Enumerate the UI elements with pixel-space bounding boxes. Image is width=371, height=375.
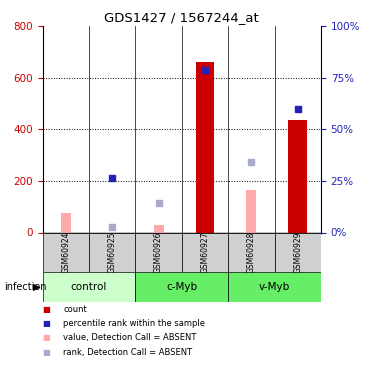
Bar — [135, 272, 228, 302]
Bar — [275, 232, 321, 272]
Text: rank, Detection Call = ABSENT: rank, Detection Call = ABSENT — [63, 348, 192, 357]
Text: count: count — [63, 305, 87, 314]
Text: ■: ■ — [43, 348, 50, 357]
Bar — [246, 190, 256, 232]
Text: control: control — [71, 282, 107, 292]
Text: GSM60929: GSM60929 — [293, 231, 302, 273]
Text: percentile rank within the sample: percentile rank within the sample — [63, 319, 205, 328]
Bar — [89, 232, 135, 272]
Bar — [228, 232, 275, 272]
Text: GSM60925: GSM60925 — [108, 231, 117, 273]
Bar — [43, 232, 89, 272]
Bar — [196, 62, 214, 232]
Text: v-Myb: v-Myb — [259, 282, 290, 292]
Text: infection: infection — [4, 282, 46, 292]
Text: ■: ■ — [43, 305, 50, 314]
Bar — [228, 272, 321, 302]
Text: c-Myb: c-Myb — [166, 282, 197, 292]
Text: GSM60927: GSM60927 — [200, 231, 210, 273]
Bar — [289, 120, 307, 232]
Bar — [135, 232, 182, 272]
Text: ■: ■ — [43, 333, 50, 342]
Bar — [154, 225, 164, 232]
Title: GDS1427 / 1567244_at: GDS1427 / 1567244_at — [104, 11, 259, 24]
Text: GSM60928: GSM60928 — [247, 231, 256, 273]
Text: value, Detection Call = ABSENT: value, Detection Call = ABSENT — [63, 333, 197, 342]
Text: GSM60924: GSM60924 — [61, 231, 70, 273]
Text: ■: ■ — [43, 319, 50, 328]
Text: ▶: ▶ — [33, 282, 40, 292]
Bar — [61, 213, 71, 232]
Bar — [43, 272, 135, 302]
Bar — [182, 232, 228, 272]
Text: GSM60926: GSM60926 — [154, 231, 163, 273]
